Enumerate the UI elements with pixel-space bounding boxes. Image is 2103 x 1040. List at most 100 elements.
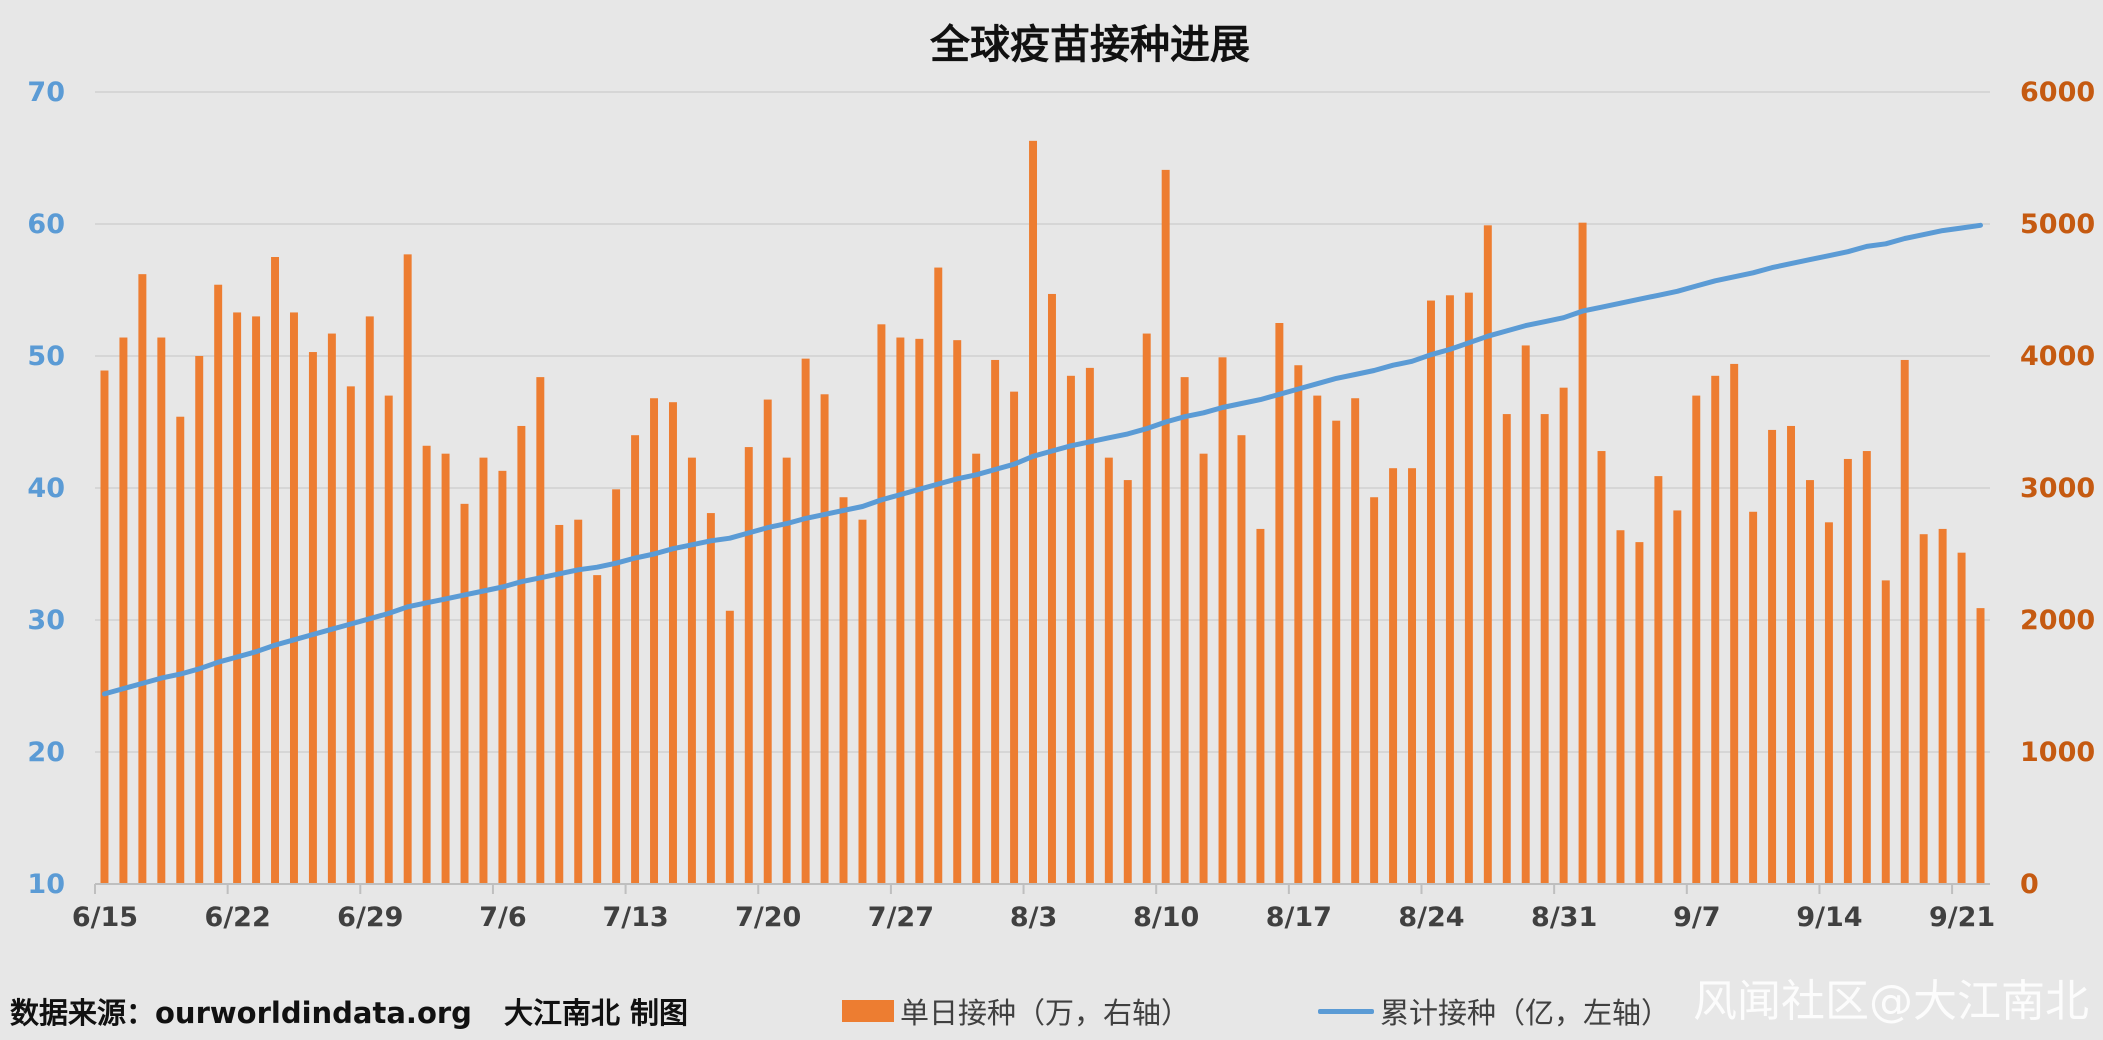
line-point <box>520 580 523 583</box>
bar-daily <box>820 394 829 884</box>
bar-daily <box>839 497 848 884</box>
y-right-tick-label: 3000 <box>2020 473 2095 504</box>
line-point <box>633 556 637 560</box>
line-point <box>880 498 883 502</box>
line-point <box>1789 262 1793 265</box>
gridlines <box>95 91 1990 885</box>
line-point <box>1714 279 1717 282</box>
line-point <box>349 622 353 626</box>
x-tick-label: 7/13 <box>602 902 668 933</box>
bar-daily <box>346 386 355 884</box>
line-point <box>425 601 428 605</box>
bar-daily <box>195 356 204 884</box>
bar-daily <box>233 312 242 884</box>
axes: 10 20 30 40 50 60 70 0 1000 2000 3000 4000 5000 6000 6… <box>27 77 2095 933</box>
y-right-tick-label: 4000 <box>2020 341 2095 372</box>
bar-daily <box>1047 293 1056 885</box>
cumulative-line <box>102 222 1983 697</box>
legend-swatch-daily <box>842 1000 894 1022</box>
bar-daily <box>138 274 147 884</box>
line-point <box>141 682 144 685</box>
line-point <box>1808 258 1812 261</box>
line-point <box>539 576 542 579</box>
line-point <box>198 667 201 671</box>
bar-daily <box>1029 140 1038 885</box>
line-point <box>709 539 713 542</box>
bar-daily <box>1881 580 1890 884</box>
line-point <box>1486 335 1490 338</box>
line-point <box>1069 444 1073 447</box>
bar-daily <box>1351 398 1360 884</box>
bar-daily <box>1010 391 1019 884</box>
bar-daily <box>1616 530 1625 884</box>
x-tick-label: 8/24 <box>1398 902 1464 933</box>
line-cumulative <box>102 222 1983 697</box>
bar-daily <box>1370 497 1379 884</box>
line-point <box>1600 305 1603 309</box>
bar-daily <box>631 435 640 884</box>
chart-title: 全球疫苗接种进展 <box>929 22 1250 68</box>
y-left-tick-label: 30 <box>27 605 65 636</box>
line-point <box>1979 224 1982 227</box>
line-point <box>235 655 239 659</box>
bar-daily <box>1332 420 1341 884</box>
bar-daily <box>1218 357 1227 884</box>
bar-daily <box>327 333 336 884</box>
bar-daily <box>1976 608 1985 884</box>
line-point <box>1960 226 1963 230</box>
line-point <box>842 509 845 512</box>
bar-daily <box>517 425 526 884</box>
bar-daily <box>1066 375 1075 884</box>
bar-daily <box>157 337 166 884</box>
author-text: 大江南北 制图 <box>503 996 689 1030</box>
line-point <box>1316 382 1319 385</box>
bar-daily <box>1389 468 1398 884</box>
bar-daily <box>1843 458 1852 884</box>
line-point <box>1562 316 1565 319</box>
bar-daily <box>1578 222 1587 884</box>
bar-daily <box>1483 225 1492 884</box>
line-point <box>614 562 618 565</box>
bar-daily <box>1692 395 1701 884</box>
bar-daily <box>1919 534 1928 884</box>
bar-daily <box>1824 522 1833 884</box>
line-point <box>1941 229 1944 232</box>
line-point <box>1183 415 1186 418</box>
bar-daily <box>1938 528 1947 884</box>
bar-daily <box>176 416 185 884</box>
line-point <box>1126 432 1129 436</box>
line-point <box>1164 420 1167 424</box>
y-right-tick-label: 5000 <box>2020 209 2095 240</box>
x-tick-label: 7/6 <box>479 902 526 933</box>
bar-daily <box>687 457 696 884</box>
line-point <box>1012 463 1016 466</box>
bar-daily <box>593 575 602 884</box>
bar-daily <box>1654 476 1663 884</box>
line-point <box>993 468 997 471</box>
bar-daily <box>744 447 753 884</box>
line-point <box>1221 406 1224 409</box>
line-point <box>1410 360 1414 363</box>
bar-daily <box>574 519 583 884</box>
line-point <box>1335 377 1338 380</box>
line-point <box>937 482 940 486</box>
line-point <box>311 633 315 636</box>
line-point <box>823 513 826 516</box>
line-point <box>1751 271 1755 275</box>
y-right-tick-label: 0 <box>2020 869 2039 900</box>
line-point <box>861 505 864 508</box>
bar-daily <box>1464 292 1473 884</box>
bar-daily <box>1408 468 1417 884</box>
line-point <box>273 643 277 647</box>
line-point <box>690 543 694 546</box>
bar-daily <box>289 312 298 884</box>
line-point <box>747 531 750 535</box>
x-tick-label: 8/17 <box>1266 902 1332 933</box>
bar-daily <box>1104 457 1113 884</box>
line-point <box>463 593 466 597</box>
bar-daily <box>877 324 886 884</box>
bar-daily <box>1559 387 1568 884</box>
line-point <box>1770 266 1774 269</box>
line-point <box>899 493 902 496</box>
line-point <box>595 566 599 569</box>
